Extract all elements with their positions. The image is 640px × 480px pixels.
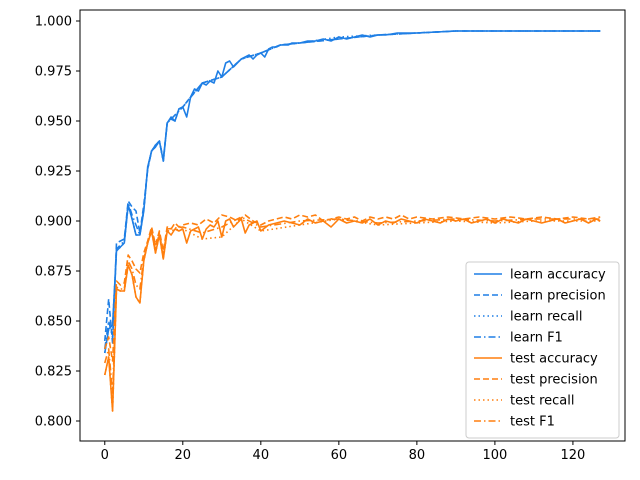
series-line-test-f1 [103, 216, 601, 394]
y-tick-label: 0.875 [35, 265, 72, 280]
axes-frame [79, 9, 626, 442]
x-tick-label: 100 [482, 448, 507, 463]
series-line-learn-recall [103, 30, 601, 354]
x-axis: 0 20 40 60 80 100 120 [101, 441, 586, 463]
y-tick-label: 0.950 [35, 115, 72, 130]
x-tick-label: 0 [101, 448, 109, 463]
y-axis: 0.800 0.825 0.850 0.875 0.900 0.925 0.950 0.975… [35, 15, 80, 430]
legend-label: learn precision [510, 289, 606, 304]
legend-label: test recall [510, 394, 575, 409]
y-tick-label: 0.900 [35, 215, 72, 230]
x-tick-label: 120 [561, 448, 586, 463]
x-tick-label: 80 [409, 448, 426, 463]
legend-label: test precision [510, 373, 598, 388]
series-line-test-recall [103, 218, 601, 412]
legend: learn accuracy learn precision learn recal… [465, 261, 620, 439]
legend-label: test F1 [510, 415, 555, 430]
y-tick-label: 1.000 [35, 15, 72, 30]
legend-label: test accuracy [510, 352, 598, 367]
legend-label: learn accuracy [510, 268, 606, 283]
y-tick-label: 0.850 [35, 315, 72, 330]
legend-label: learn F1 [510, 331, 563, 346]
y-tick-label: 0.825 [35, 365, 72, 380]
y-tick-label: 0.800 [35, 415, 72, 430]
x-tick-label: 20 [175, 448, 192, 463]
y-tick-label: 0.975 [35, 65, 72, 80]
y-tick-label: 0.925 [35, 165, 72, 180]
legend-label: learn recall [510, 310, 582, 325]
series-line-learn-f1 [103, 30, 601, 350]
plot-lines [103, 30, 601, 412]
legend-box [465, 261, 620, 439]
x-tick-label: 40 [253, 448, 270, 463]
series-line-test-precision [104, 214, 601, 362]
x-tick-label: 60 [331, 448, 348, 463]
